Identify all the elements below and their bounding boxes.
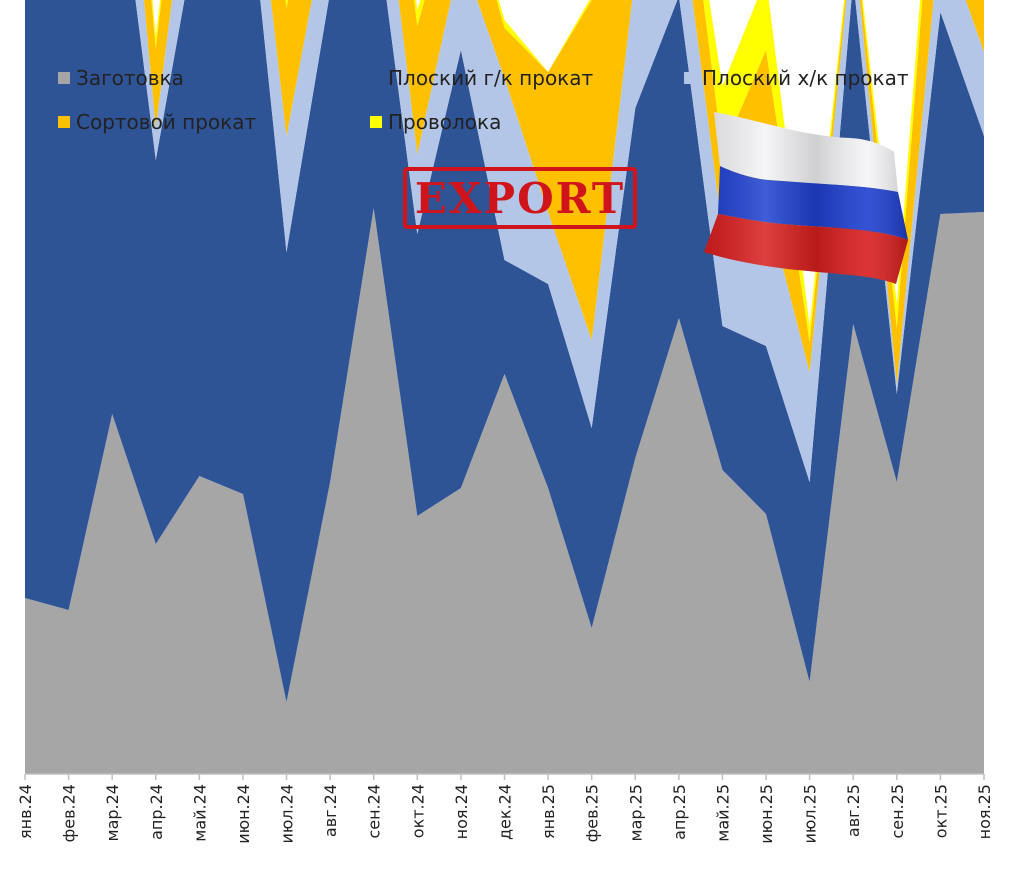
x-tick-label: апр.25 xyxy=(670,784,689,840)
x-tick-label: ноя.24 xyxy=(452,784,471,839)
x-tick-label: фев.24 xyxy=(60,784,79,842)
legend-item-zagotovka: Заготовка xyxy=(58,66,184,90)
x-tick-label: июл.25 xyxy=(801,784,820,844)
x-tick-label: окт.24 xyxy=(408,784,427,838)
x-tick-label: дек.24 xyxy=(496,784,515,840)
area-series-0 xyxy=(25,208,984,774)
x-tick-label: сен.24 xyxy=(365,784,384,839)
x-tick-label: ноя.25 xyxy=(975,784,994,839)
chart-legend: Заготовка Плоский г/к прокат Плоский х/к… xyxy=(0,0,1014,150)
legend-label: Плоский г/к прокат xyxy=(388,66,594,90)
x-tick-label: авг.25 xyxy=(844,784,863,837)
x-tick-label: май.25 xyxy=(713,784,732,842)
area-series-2 xyxy=(135,0,984,482)
chart-areas xyxy=(25,0,984,774)
legend-label: Плоский х/к прокат xyxy=(702,66,909,90)
legend-label: Проволока xyxy=(388,110,502,134)
legend-swatch xyxy=(58,116,70,128)
x-tick-label: июн.25 xyxy=(757,784,776,844)
x-tick-label: янв.24 xyxy=(16,784,35,839)
x-tick-label: фев.25 xyxy=(583,784,602,842)
x-tick-label: апр.24 xyxy=(147,784,166,840)
area-series-1 xyxy=(25,0,984,702)
x-tick-label: июн.24 xyxy=(234,784,253,844)
export-stamp-text: EXPORT xyxy=(414,173,626,223)
legend-swatch xyxy=(684,72,696,84)
x-tick-label: май.24 xyxy=(190,784,209,842)
x-tick-label: окт.25 xyxy=(931,784,950,838)
legend-item-wire: Проволока xyxy=(370,110,501,134)
x-tick-label: сен.25 xyxy=(888,784,907,839)
legend-swatch xyxy=(58,72,70,84)
russia-flag-icon xyxy=(704,112,908,284)
x-tick-label: мар.24 xyxy=(103,784,122,841)
export-stamp: EXPORT xyxy=(403,167,637,229)
legend-label: Сортовой прокат xyxy=(76,110,257,134)
x-tick-label: июл.24 xyxy=(278,784,297,844)
legend-swatch xyxy=(370,116,382,128)
legend-item-long-products: Сортовой прокат xyxy=(58,110,256,134)
x-tick-label: мар.25 xyxy=(626,784,645,841)
x-axis: янв.24 фев.24 мар.24 апр.24 май.24 июн.24 июл.… xyxy=(16,773,994,844)
x-tick-label: авг.24 xyxy=(321,784,340,837)
legend-item-cold-rolled: Плоский х/к прокат xyxy=(684,66,909,90)
legend-item-hot-rolled: Плоский г/к прокат xyxy=(370,66,593,90)
legend-label: Заготовка xyxy=(76,66,184,90)
area-series-4 xyxy=(151,0,923,342)
area-series-3 xyxy=(144,0,984,384)
legend-swatch xyxy=(370,72,382,84)
x-tick-label: янв.25 xyxy=(539,784,558,839)
